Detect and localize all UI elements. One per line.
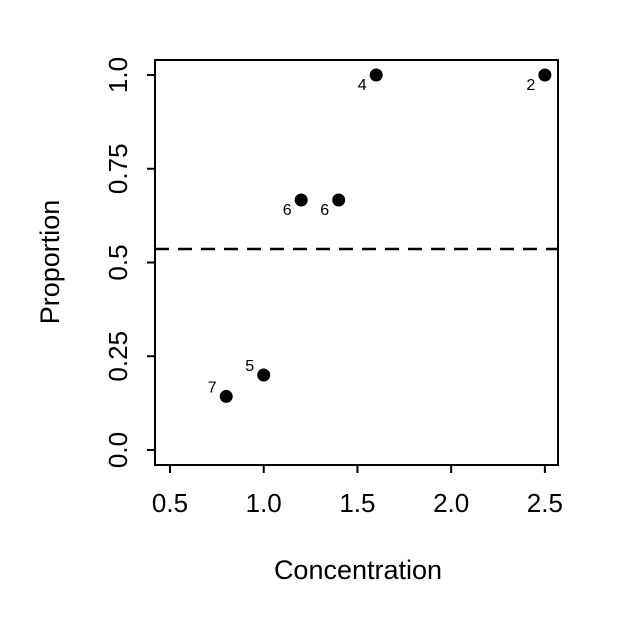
x-tick-label: 2.5 (527, 488, 563, 518)
plot-box (154, 59, 559, 466)
x-tick-label: 1.5 (339, 488, 375, 518)
point-label: 6 (283, 202, 292, 219)
x-tick-label: 0.5 (152, 488, 188, 518)
x-axis-title: Concentration (274, 555, 442, 585)
y-tick-label: 0.75 (103, 143, 133, 194)
x-tick-label: 1.0 (246, 488, 282, 518)
y-axis-title: Proportion (35, 200, 65, 325)
point-label: 4 (358, 77, 367, 94)
point (294, 193, 308, 207)
point (538, 68, 552, 82)
y-tick-label: 1.0 (103, 57, 133, 93)
y-tick-label: 0.0 (103, 432, 133, 468)
point (332, 193, 346, 207)
point (257, 368, 271, 382)
y-tick-label: 0.5 (103, 244, 133, 280)
point-label: 5 (245, 358, 254, 375)
y-tick-label: 0.25 (103, 331, 133, 382)
x-tick-label: 2.0 (433, 488, 469, 518)
point-label: 2 (526, 77, 535, 94)
point (369, 68, 383, 82)
point-label: 7 (208, 380, 217, 397)
point-label: 6 (320, 202, 329, 219)
point (219, 389, 233, 403)
